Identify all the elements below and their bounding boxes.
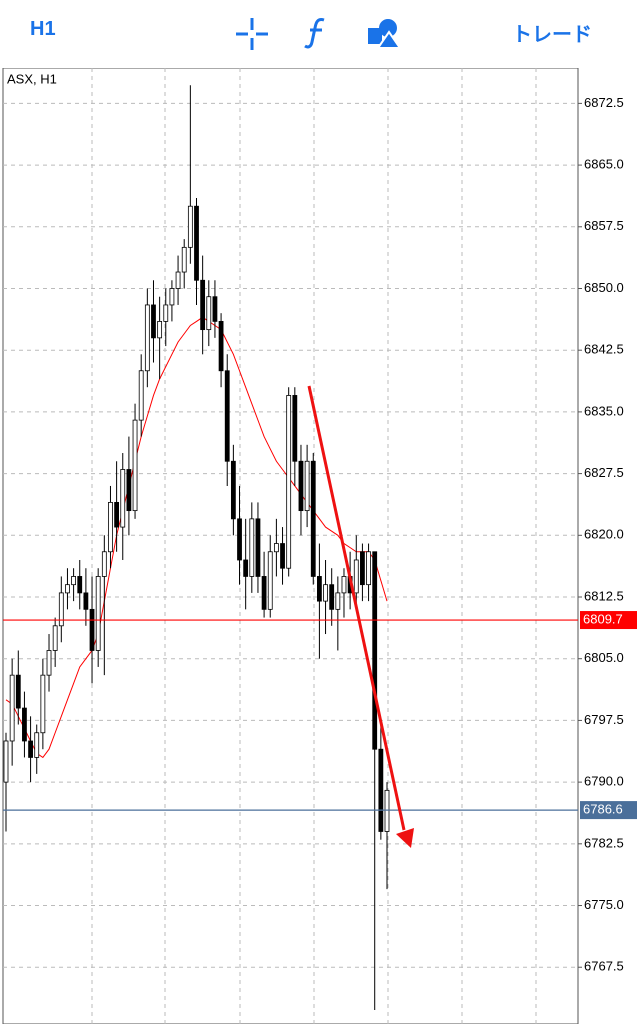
y-tick-label: 6850.0 [584, 280, 624, 295]
candle-body [224, 370, 230, 462]
candle-body [310, 460, 316, 577]
candle-body [132, 419, 138, 512]
y-tick-label: 6857.5 [584, 218, 624, 233]
candle-body [243, 559, 249, 577]
candle-body [9, 674, 15, 742]
candle-body [353, 559, 359, 594]
candle-body [360, 551, 365, 586]
candle-body [77, 576, 83, 594]
candle-body [181, 246, 187, 273]
trend-arrow [307, 385, 414, 848]
crosshair-icon[interactable] [236, 18, 268, 50]
indicator-icon[interactable] [302, 16, 330, 50]
chart-title: ASX, H1 [7, 71, 57, 86]
candle-body [384, 789, 390, 832]
candle-body [200, 279, 206, 331]
y-tick-label: 6865.0 [584, 157, 624, 172]
candle-body [144, 304, 150, 372]
candle-body [34, 732, 40, 758]
candle-body [114, 501, 120, 528]
candle-body [22, 707, 27, 742]
candle-body [378, 748, 384, 832]
candle-body [255, 518, 261, 577]
candle-body [163, 304, 169, 322]
candle-body [267, 551, 273, 610]
candle-body [366, 551, 371, 586]
y-tick-label: 6782.5 [584, 835, 624, 850]
candle-body [83, 592, 89, 610]
y-tick-label: 6775.0 [584, 897, 624, 912]
candle-body [169, 288, 175, 306]
y-tick-label: 6805.0 [584, 650, 624, 665]
candle-body [372, 551, 378, 750]
candle-body [157, 320, 163, 339]
candle-body [175, 271, 181, 289]
candle-body [3, 740, 9, 783]
y-tick-label: 6797.5 [584, 712, 624, 727]
candle-body [46, 650, 52, 676]
candle-body [329, 584, 335, 610]
candle-body [273, 543, 279, 553]
candle-body [58, 592, 64, 627]
candle-body [40, 674, 46, 734]
candle-body [335, 592, 341, 610]
candle-body [95, 576, 101, 651]
y-tick-label: 6842.5 [584, 342, 624, 357]
toolbar: H1 トレード [0, 0, 638, 68]
candle-body [249, 518, 255, 577]
y-tick-label: 6790.0 [584, 774, 624, 789]
candle-body [71, 576, 76, 586]
candle-body [151, 304, 156, 339]
candle-body [120, 469, 126, 528]
y-tick-label: 6835.0 [584, 403, 624, 418]
candle-body [28, 740, 33, 758]
objects-icon[interactable] [368, 16, 402, 50]
candle-body [298, 460, 304, 512]
candle-body [89, 608, 95, 651]
price-label-box [580, 611, 637, 630]
candle-body [237, 518, 242, 561]
price-label: 6786.6 [583, 802, 623, 817]
candle-body [323, 584, 328, 602]
candle-body [126, 469, 132, 512]
moving-average [5, 316, 388, 759]
y-tick-label: 6812.5 [584, 588, 624, 603]
candle-body [138, 370, 144, 421]
candle-body [187, 205, 193, 248]
y-tick-label: 6820.0 [584, 527, 624, 542]
y-tick-label: 6827.5 [584, 465, 624, 480]
candle-body [52, 625, 58, 651]
candle-body [15, 674, 21, 709]
candle-body [218, 320, 224, 372]
candle-body [261, 576, 267, 610]
timeframe-button[interactable]: H1 [30, 18, 56, 40]
trade-button[interactable]: トレード [512, 24, 592, 46]
candle-body [65, 584, 70, 594]
candle-body [212, 296, 218, 322]
candle-body [101, 551, 107, 577]
candle-body [280, 543, 285, 569]
candle-body [304, 460, 310, 512]
price-label: 6809.7 [583, 611, 623, 626]
y-tick-label: 6767.5 [584, 959, 624, 974]
candle-body [286, 395, 292, 569]
candle-body [341, 576, 347, 594]
y-tick-label: 6872.5 [584, 95, 624, 110]
candle-body [194, 205, 199, 281]
candle-body [317, 576, 322, 602]
candle-body [206, 296, 212, 331]
candle-body [108, 501, 113, 553]
candle-body [230, 460, 236, 520]
candle-body [292, 395, 298, 462]
chart: 6872.5 6865.0 6857.5 6850.0 6842.5 6835.0 6827… [2, 68, 637, 1024]
price-label-box [580, 801, 637, 820]
